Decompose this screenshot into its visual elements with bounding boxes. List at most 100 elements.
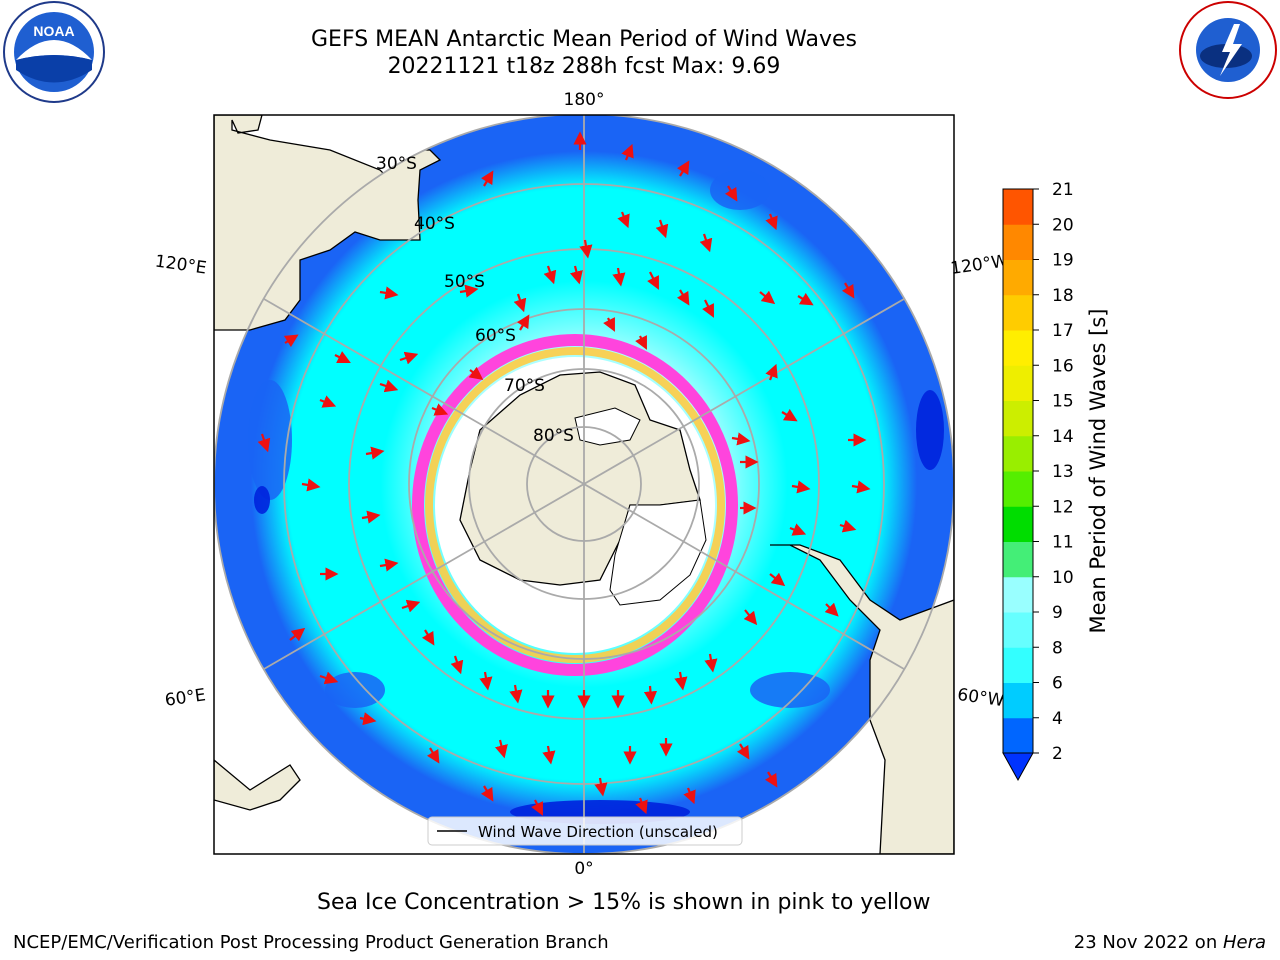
wind-arrow — [468, 366, 484, 380]
wind-arrow — [431, 403, 449, 416]
wind-arrow — [426, 747, 440, 764]
wind-arrow — [789, 523, 807, 536]
colorbar: 2 4 6 8 9 10 11 12 13 14 15 16 17 18 19 20 21 Mean Perio… — [1002, 180, 1110, 782]
wind-arrow — [674, 671, 688, 691]
wind-arrow — [791, 480, 811, 494]
lat-label-30s: 30°S — [376, 154, 417, 174]
lat-label-60s: 60°S — [475, 326, 516, 346]
colorbar-label: Mean Period of Wind Waves [s] — [1086, 309, 1110, 634]
wind-arrow — [764, 771, 778, 788]
wind-arrow — [516, 314, 530, 331]
wind-arrow — [319, 671, 339, 685]
wind-arrow — [612, 267, 626, 287]
map-frame — [213, 114, 955, 855]
colorbar-tick-label: 11 — [1052, 533, 1074, 553]
lat-label-50s: 50°S — [444, 272, 485, 292]
wind-wave-arrows — [257, 131, 871, 816]
colorbar-tick-label: 17 — [1052, 321, 1074, 341]
wind-arrow — [579, 239, 593, 259]
wind-arrow — [635, 335, 647, 350]
footer-date-text: 23 Nov 2022 on — [1073, 932, 1223, 953]
lat-label-40s: 40°S — [414, 214, 455, 234]
wind-arrow — [421, 629, 435, 646]
wind-arrow — [617, 211, 630, 229]
wind-arrow — [702, 299, 714, 318]
land-outer — [214, 115, 954, 854]
colorbar-tick-label: 15 — [1052, 392, 1074, 412]
footer-host: Hera — [1222, 932, 1266, 953]
wind-arrow — [399, 351, 419, 365]
wind-arrow — [603, 317, 615, 332]
wind-arrow — [655, 219, 669, 239]
map-panel: Wind Wave Direction (unscaled) — [214, 115, 954, 854]
colorbar-segment — [1003, 435, 1033, 472]
graticule — [214, 115, 954, 854]
wind-arrow — [365, 446, 385, 460]
chart-title-line1: GEFS MEAN Antarctic Mean Period of Wind … — [311, 27, 857, 52]
colorbar-tick-label: 6 — [1052, 674, 1063, 694]
colorbar-tick-label: 9 — [1052, 603, 1063, 623]
colorbar-tick-label: 18 — [1052, 286, 1074, 306]
lon-label-120e: 120°E — [154, 252, 208, 279]
colorbar-tick-label: 2 — [1052, 744, 1063, 764]
colorbar-tick-label: 21 — [1052, 180, 1074, 200]
colorbar-segment — [1003, 330, 1033, 366]
wind-arrow — [494, 739, 508, 759]
wind-arrow — [647, 271, 659, 290]
nws-logo — [1179, 1, 1277, 99]
colorbar-segment — [1003, 471, 1033, 507]
wind-arrow — [450, 655, 464, 675]
colorbar-segment — [1003, 647, 1033, 683]
wind-arrow — [531, 799, 543, 816]
wind-arrow — [643, 685, 658, 705]
wind-arrow — [724, 185, 738, 202]
wind-arrow — [459, 284, 479, 298]
wind-arrow — [743, 609, 758, 626]
wind-arrow — [319, 395, 337, 408]
noaa-logo-text: NOAA — [33, 23, 74, 39]
wind-arrow — [781, 408, 798, 422]
wind-arrow — [379, 286, 399, 300]
wind-arrow — [334, 351, 351, 363]
wind-arrow — [676, 289, 690, 306]
colorbar-tick-label: 12 — [1052, 497, 1074, 517]
wind-arrow — [839, 519, 857, 533]
wind-arrow — [759, 290, 776, 305]
wind-arrow — [542, 745, 556, 765]
lon-label-180: 180° — [564, 90, 605, 110]
wind-arrow — [683, 787, 696, 805]
colorbar-tick-label: 20 — [1052, 215, 1074, 235]
wind-arrow — [594, 777, 608, 797]
wind-arrow — [635, 797, 648, 815]
colorbar-segment — [1003, 259, 1033, 296]
lat-label-80s: 80°S — [533, 426, 574, 446]
colorbar-extend-under — [1002, 752, 1034, 782]
wind-arrow — [731, 432, 751, 446]
wind-arrow — [841, 282, 855, 299]
colorbar-tick-label: 8 — [1052, 638, 1063, 658]
lon-label-120w: 120°W — [949, 251, 1009, 279]
wind-arrow — [257, 433, 271, 453]
noaa-logo: NOAA — [3, 1, 105, 103]
lon-label-60e: 60°E — [164, 685, 207, 710]
wind-arrow — [765, 363, 778, 381]
colorbar-tick-label: 19 — [1052, 251, 1074, 271]
wind-arrow — [480, 785, 494, 802]
wind-arrow — [851, 480, 871, 494]
wind-arrow — [569, 265, 583, 285]
colorbar-segment — [1003, 365, 1033, 401]
wind-arrow — [543, 265, 557, 285]
wind-arrow — [736, 743, 750, 760]
colorbar-tick-label: 16 — [1052, 356, 1074, 376]
wind-arrow — [283, 334, 299, 348]
wind-arrow — [289, 627, 306, 642]
wind-arrow — [513, 293, 527, 313]
wind-arrow — [704, 653, 718, 673]
colorbar-tick-label: 10 — [1052, 568, 1074, 588]
colorbar-segment — [1003, 682, 1033, 719]
lon-label-60w: 60°W — [956, 685, 1005, 711]
wind-arrow — [676, 160, 690, 177]
colorbar-segment — [1003, 717, 1033, 754]
wind-arrow — [359, 712, 377, 726]
